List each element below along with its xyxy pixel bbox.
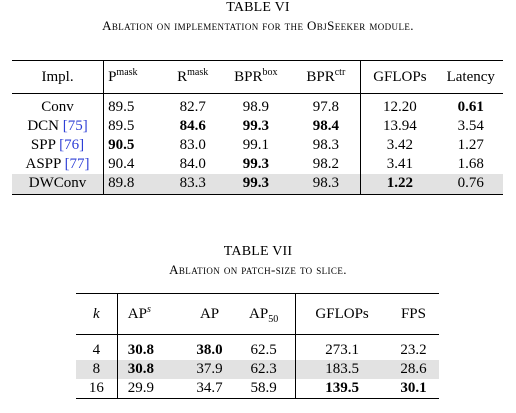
table-row-highlighted: DWConv 89.8 83.3 99.3 98.3 1.22 0.76 — [12, 174, 503, 195]
k-cell: 4 — [92, 342, 101, 358]
k-cell: 16 — [88, 380, 104, 396]
table-row: 16 29.9 34.7 58.9 139.5 30.1 — [76, 379, 439, 399]
latency-cell: 0.76 — [457, 175, 484, 191]
header-p-mask: Pmask — [103, 60, 166, 94]
ap-cell: 34.7 — [196, 380, 223, 396]
table-vi-header-row: Impl. Pmask Rmask BPRbox BPRctr GFLOPs L… — [12, 60, 503, 94]
ap-s-cell: 30.8 — [116, 334, 188, 360]
r-mask-cell: 84.6 — [179, 118, 206, 134]
table-vi: Impl. Pmask Rmask BPRbox BPRctr GFLOPs L… — [12, 60, 503, 195]
table-vi-caption: Ablation on implementation for the ObjSe… — [102, 18, 414, 33]
table-vi-number: TABLE VI — [226, 0, 290, 15]
latency-cell: 1.68 — [457, 156, 484, 172]
header-latency: Latency — [438, 60, 503, 94]
header-bpr-box: BPRbox — [220, 60, 292, 94]
table-vii: k APs AP AP50 GFLOPs FPS 4 30.8 38.0 62.… — [76, 293, 439, 399]
table-vi-heading: TABLE VI Ablation on implementation for … — [0, 0, 516, 34]
fps-cell: 23.2 — [400, 342, 427, 358]
header-r-mask: Rmask — [165, 60, 221, 94]
latency-cell: 3.54 — [457, 118, 484, 134]
p-mask-cell: 89.5 — [103, 93, 166, 117]
gflops-cell: 183.5 — [295, 360, 388, 379]
bpr-box-cell: 99.3 — [242, 175, 269, 191]
table-row: Conv 89.5 82.7 98.9 97.8 12.20 0.61 — [12, 93, 503, 117]
r-mask-cell: 83.3 — [179, 175, 206, 191]
r-mask-cell: 82.7 — [179, 99, 206, 115]
ap50-cell: 58.9 — [250, 380, 277, 396]
citation-link[interactable]: [77] — [64, 156, 90, 172]
bpr-box-cell: 99.3 — [242, 118, 269, 134]
k-cell: 8 — [92, 361, 101, 377]
table-row: ASPP [77] 90.4 84.0 99.3 98.2 3.41 1.68 — [12, 155, 503, 174]
p-mask-cell: 89.8 — [103, 174, 166, 195]
table-row: 4 30.8 38.0 62.5 273.1 23.2 — [76, 334, 439, 360]
p-mask-cell: 90.4 — [103, 155, 166, 174]
impl-cell: Conv — [41, 99, 74, 115]
gflops-cell: 1.22 — [360, 174, 439, 195]
latency-cell: 0.61 — [457, 99, 484, 115]
gflops-cell: 3.42 — [360, 136, 439, 155]
ap-s-cell: 30.8 — [116, 360, 188, 379]
table-vii-heading: TABLE VII Ablation on patch-size to slic… — [0, 244, 516, 278]
r-mask-cell: 83.0 — [179, 137, 206, 153]
bpr-ctr-cell: 98.3 — [312, 137, 339, 153]
p-mask-cell: 90.5 — [103, 136, 166, 155]
ap-cell: 38.0 — [196, 342, 223, 358]
table-row-highlighted: 8 30.8 37.9 62.3 183.5 28.6 — [76, 360, 439, 379]
gflops-cell: 13.94 — [360, 117, 439, 136]
gflops-cell: 3.41 — [360, 155, 439, 174]
citation-link[interactable]: [76] — [59, 137, 85, 153]
bpr-box-cell: 98.9 — [242, 99, 269, 115]
gflops-cell: 139.5 — [295, 379, 388, 399]
ap-s-cell: 29.9 — [116, 379, 188, 399]
ap50-cell: 62.5 — [250, 342, 277, 358]
gflops-cell: 273.1 — [295, 334, 388, 360]
impl-cell: DWConv — [28, 175, 87, 191]
r-mask-cell: 84.0 — [179, 156, 206, 172]
bpr-ctr-cell: 98.3 — [312, 175, 339, 191]
ap50-cell: 62.3 — [250, 361, 277, 377]
ap-cell: 37.9 — [196, 361, 223, 377]
impl-cell: SPP [76] — [30, 137, 85, 153]
bpr-box-cell: 99.3 — [242, 156, 269, 172]
impl-cell: ASPP [77] — [25, 156, 90, 172]
table-vii-header-row: k APs AP AP50 GFLOPs FPS — [76, 293, 439, 335]
fps-cell: 28.6 — [400, 361, 427, 377]
citation-link[interactable]: [75] — [62, 118, 88, 134]
bpr-box-cell: 99.1 — [242, 137, 269, 153]
bpr-ctr-cell: 98.2 — [312, 156, 339, 172]
header-ap-s: APs — [116, 293, 188, 335]
impl-cell: DCN [75] — [27, 118, 88, 134]
table-vii-caption: Ablation on patch-size to slice. — [169, 262, 347, 277]
header-gflops: GFLOPs — [360, 60, 439, 94]
table-vii-number: TABLE VII — [223, 244, 293, 259]
header-fps: FPS — [387, 293, 439, 335]
bpr-ctr-cell: 98.4 — [312, 118, 339, 134]
bpr-ctr-cell: 97.8 — [312, 99, 339, 115]
header-gflops: GFLOPs — [295, 293, 388, 335]
header-bpr-ctr: BPRctr — [291, 60, 361, 94]
header-k: k — [76, 293, 118, 335]
latency-cell: 1.27 — [457, 137, 484, 153]
gflops-cell: 12.20 — [360, 93, 439, 117]
p-mask-cell: 89.5 — [103, 117, 166, 136]
fps-cell: 30.1 — [400, 380, 427, 396]
header-impl: Impl. — [12, 60, 104, 94]
header-ap50: AP50 — [231, 293, 296, 335]
header-ap: AP — [187, 293, 232, 335]
table-row: SPP [76] 90.5 83.0 99.1 98.3 3.42 1.27 — [12, 136, 503, 155]
table-row: DCN [75] 89.5 84.6 99.3 98.4 13.94 3.54 — [12, 117, 503, 136]
